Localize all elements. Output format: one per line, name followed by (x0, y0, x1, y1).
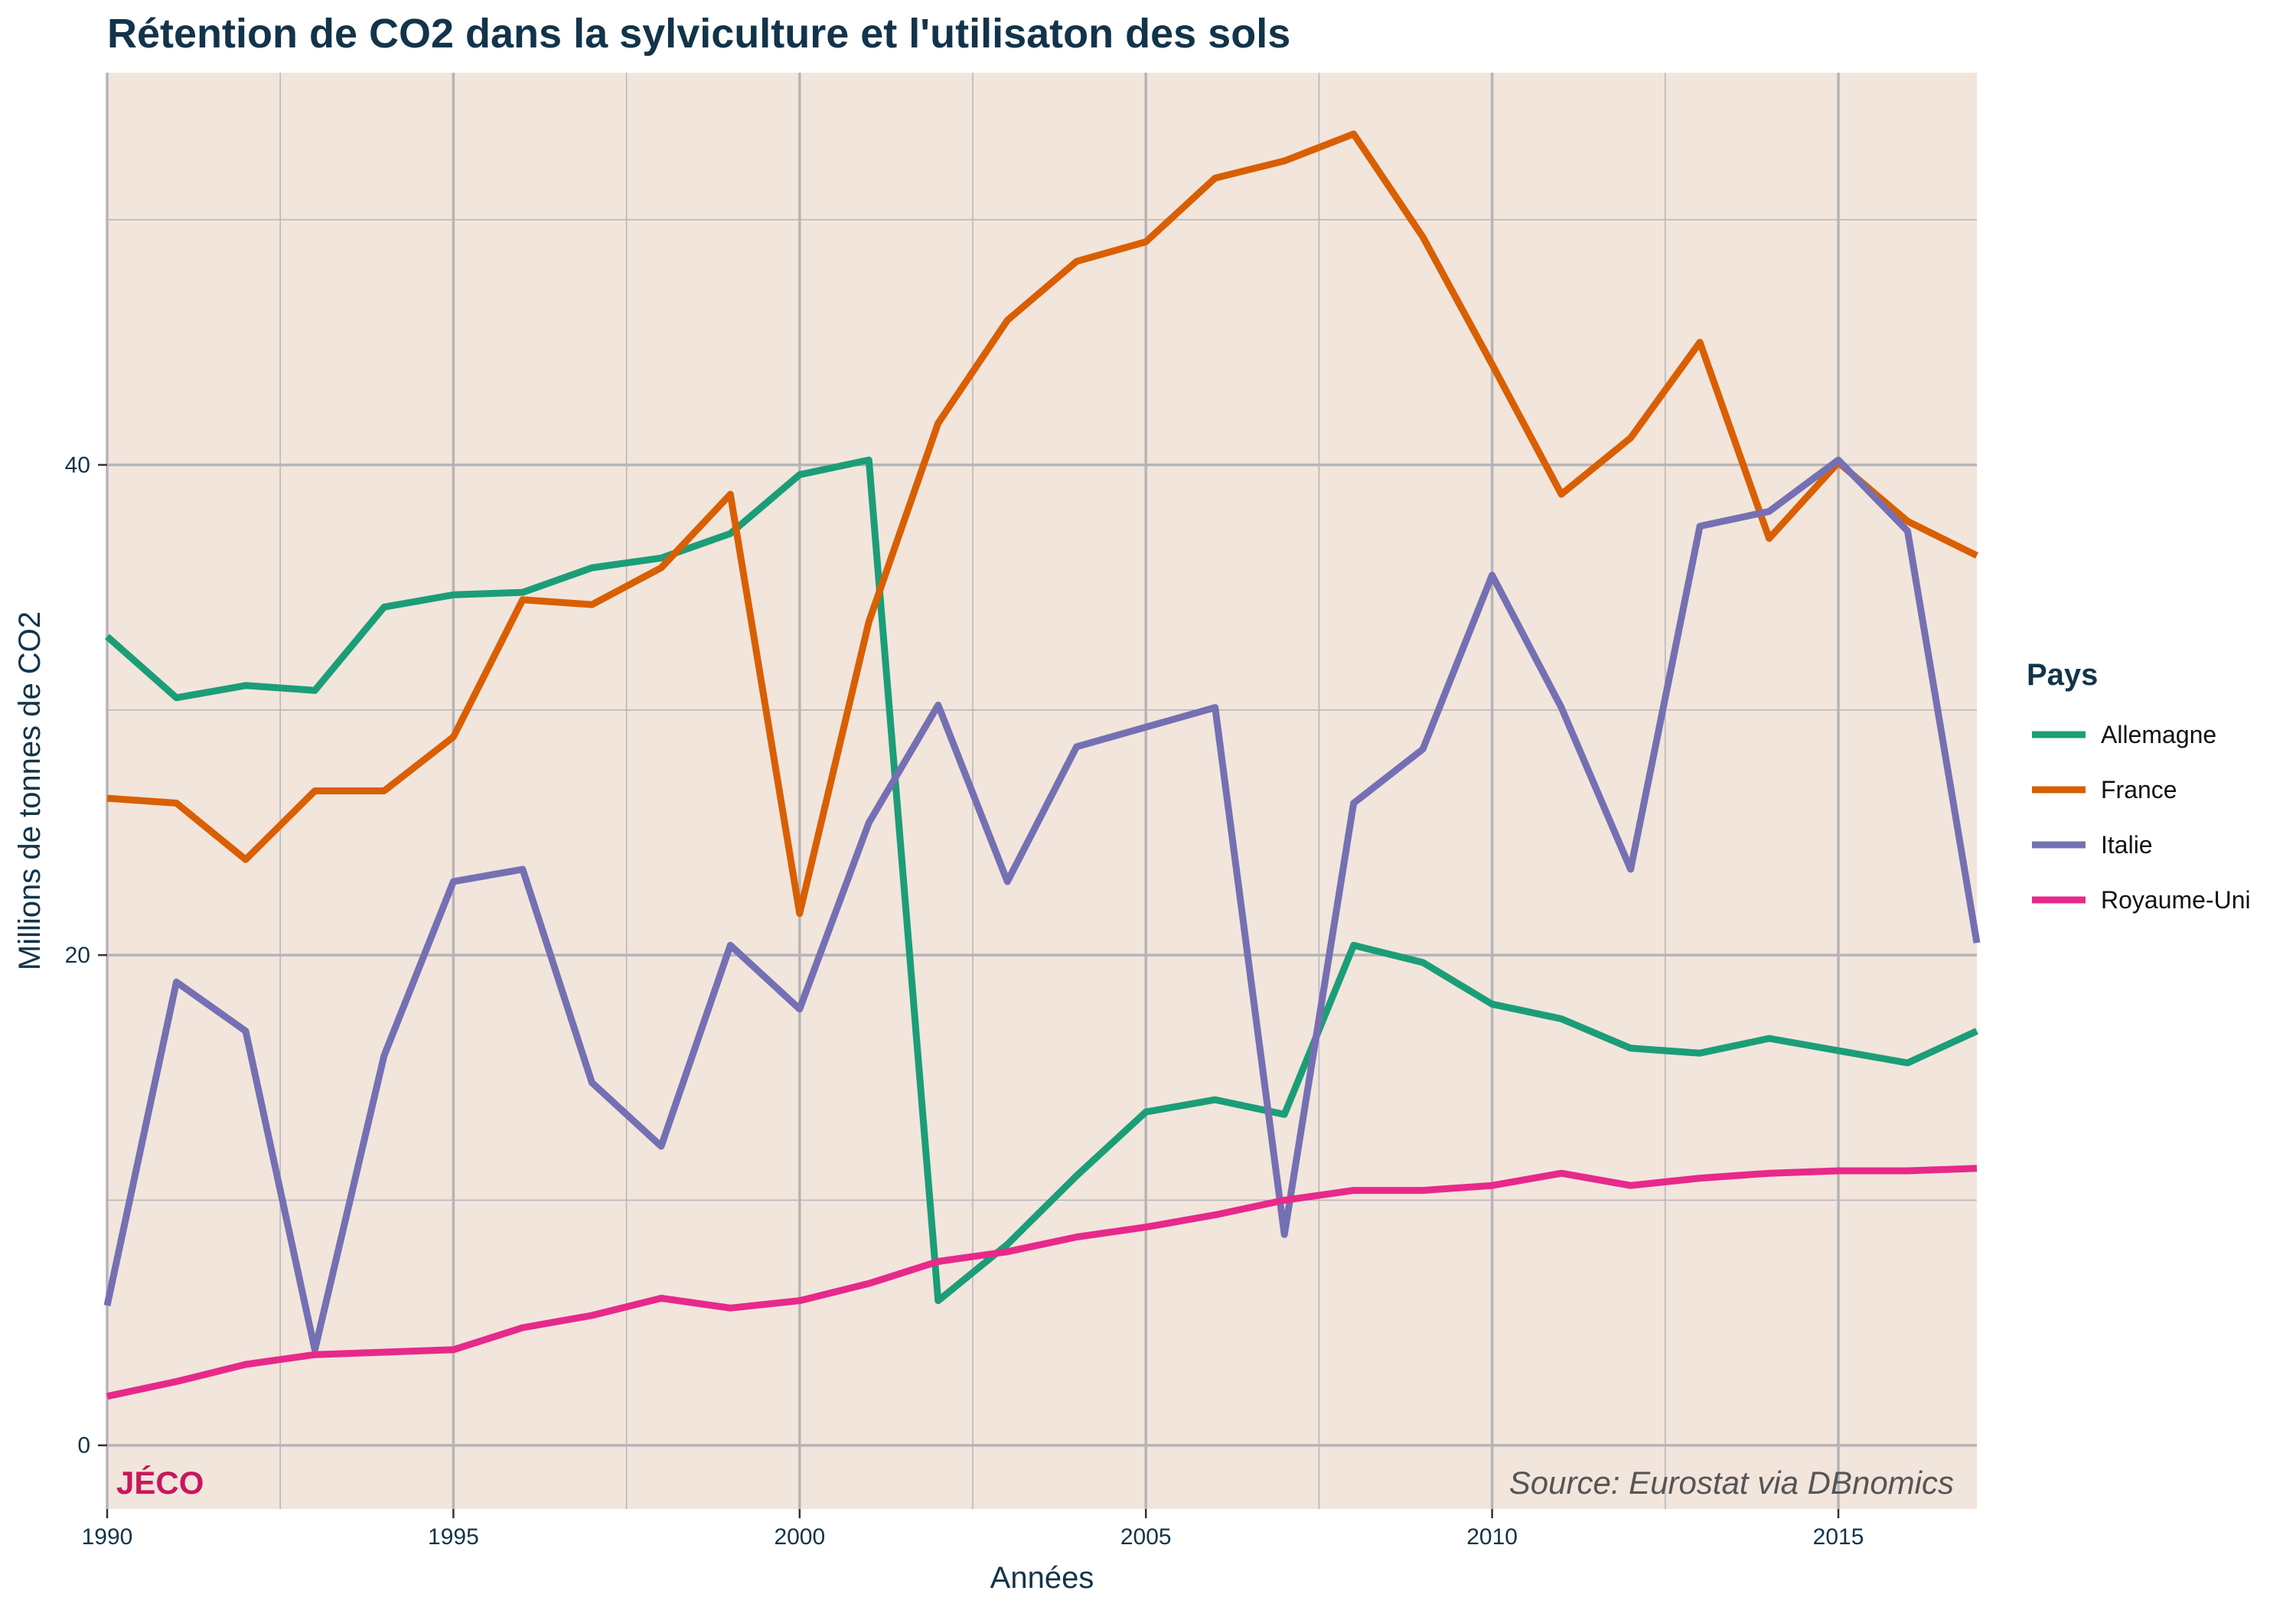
y-tick-label: 0 (77, 1433, 90, 1459)
series-line-italie (103, 456, 1981, 1354)
x-axis-ticks: 1990 1995 2000 2005 2010 2015 (82, 1509, 1864, 1550)
series-line-royaume-uni (106, 1165, 1978, 1400)
series-lines (103, 130, 1981, 1400)
legend-title: Pays (2027, 658, 2098, 692)
source-note: Source: Eurostat via DBnomics (1509, 1465, 1954, 1501)
y-axis-ticks: 0 20 40 (65, 452, 107, 1459)
x-axis-label: Années (990, 1561, 1094, 1595)
series-line-allemagne (105, 456, 1978, 1305)
y-tick-label: 40 (65, 452, 90, 478)
x-tick-label: 2005 (1120, 1524, 1172, 1550)
y-axis-label: Millions de tonnes de CO2 (13, 611, 47, 970)
jeco-logo: JÉCO (116, 1465, 204, 1501)
x-tick-label: 1990 (82, 1524, 133, 1550)
x-tick-label: 2015 (1813, 1524, 1864, 1550)
legend-label: Italie (2101, 831, 2153, 859)
chart-title: Rétention de CO2 dans la sylviculture et… (107, 11, 1290, 57)
legend: Pays Allemagne France Italie Royaume-Uni (2027, 658, 2251, 914)
x-tick-label: 1995 (428, 1524, 479, 1550)
x-tick-label: 2010 (1466, 1524, 1518, 1550)
x-tick-label: 2000 (774, 1524, 825, 1550)
series-line-france (106, 130, 1978, 918)
legend-label: Royaume-Uni (2101, 886, 2251, 914)
y-tick-label: 20 (65, 943, 90, 968)
grid-major (106, 73, 1977, 1509)
legend-label: Allemagne (2101, 721, 2216, 748)
legend-label: France (2101, 776, 2177, 804)
